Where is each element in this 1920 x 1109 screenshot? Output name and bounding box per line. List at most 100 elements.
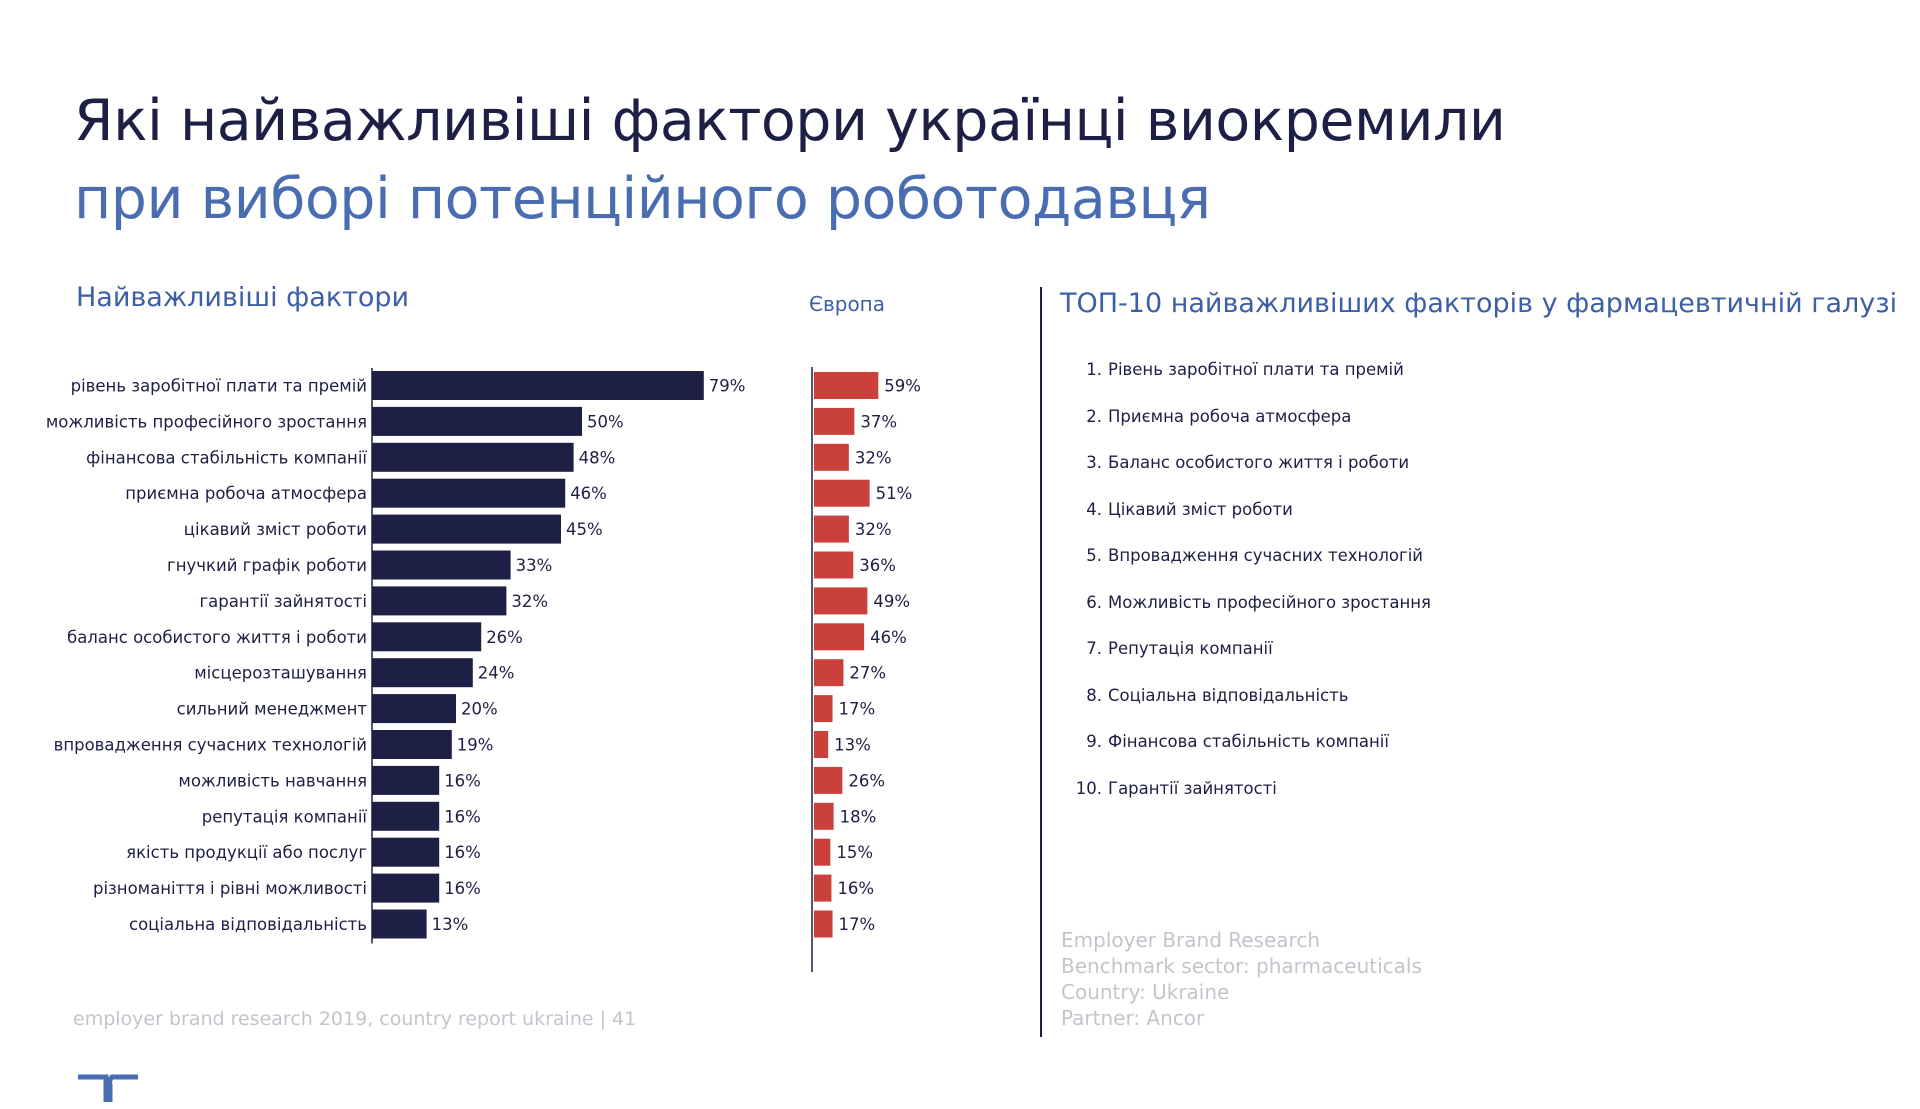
ukraine-bar bbox=[372, 586, 507, 616]
top10-text: Баланс особистого життя і роботи bbox=[1108, 453, 1410, 472]
europe-value-label: 32% bbox=[855, 520, 892, 539]
top10-item: 3. Баланс особистого життя і роботи bbox=[1074, 453, 1431, 500]
category-label: сильний менеджмент bbox=[177, 700, 368, 719]
ukraine-value-label: 32% bbox=[511, 592, 548, 611]
ukraine-bar bbox=[372, 801, 440, 831]
europe-bar bbox=[814, 802, 834, 830]
ukraine-value-label: 50% bbox=[587, 412, 624, 431]
europe-value-label: 37% bbox=[860, 412, 897, 431]
ukraine-value-label: 16% bbox=[444, 879, 481, 898]
ukraine-value-label: 33% bbox=[516, 556, 553, 575]
randstad-logo-icon bbox=[78, 1074, 138, 1102]
ukraine-value-label: 48% bbox=[579, 448, 616, 467]
top10-heading: ТОП-10 найважливіших факторів у фармацев… bbox=[1060, 288, 1898, 319]
europe-bar bbox=[814, 515, 849, 543]
ukraine-value-label: 20% bbox=[461, 700, 498, 719]
top10-text: Впровадження сучасних технологій bbox=[1108, 546, 1423, 565]
europe-heading: Європа bbox=[809, 292, 886, 316]
ukraine-value-label: 19% bbox=[457, 736, 494, 755]
ukraine-value-label: 24% bbox=[478, 664, 515, 683]
category-label: місцерозташування bbox=[194, 664, 367, 683]
meta-line-country: Country: Ukraine bbox=[1061, 980, 1230, 1004]
europe-bar bbox=[814, 407, 855, 435]
ukraine-value-label: 16% bbox=[444, 843, 481, 862]
category-label: можливість професійного зростання bbox=[46, 412, 367, 431]
top10-text: Рівень заробітної плати та премій bbox=[1108, 360, 1404, 379]
europe-value-label: 15% bbox=[836, 843, 873, 862]
europe-value-label: 16% bbox=[837, 879, 874, 898]
ukraine-bar bbox=[372, 478, 566, 508]
top10-item: 7. Репутація компанії bbox=[1074, 639, 1431, 686]
europe-bar bbox=[814, 587, 868, 615]
europe-bar bbox=[814, 551, 854, 579]
top10-rank: 7. bbox=[1086, 639, 1102, 658]
europe-value-label: 49% bbox=[873, 592, 910, 611]
top10-rank: 5. bbox=[1086, 546, 1102, 565]
ukraine-bar bbox=[372, 765, 440, 795]
europe-bar bbox=[814, 695, 833, 723]
page-title: Які найважливіші фактори українці виокре… bbox=[74, 88, 1506, 154]
category-label: цікавий зміст роботи bbox=[184, 520, 367, 539]
europe-value-label: 17% bbox=[839, 915, 876, 934]
ukraine-value-label: 79% bbox=[709, 377, 746, 396]
ukraine-bar bbox=[372, 442, 574, 472]
meta-line-partner: Partner: Ancor bbox=[1061, 1006, 1205, 1030]
category-label: фінансова стабільність компанії bbox=[86, 448, 367, 467]
ukraine-value-label: 26% bbox=[486, 628, 523, 647]
top10-item: 2. Приємна робоча атмосфера bbox=[1074, 407, 1431, 454]
europe-bar bbox=[814, 731, 829, 758]
category-label: гнучкий графік роботи bbox=[167, 556, 367, 575]
top10-item: 5. Впровадження сучасних технологій bbox=[1074, 546, 1431, 593]
ukraine-value-label: 16% bbox=[444, 807, 481, 826]
category-label: якість продукції або послуг bbox=[126, 843, 367, 862]
europe-value-label: 27% bbox=[849, 664, 886, 683]
top10-rank: 8. bbox=[1086, 685, 1102, 705]
top10-item: 10. Гарантії зайнятості bbox=[1074, 779, 1431, 826]
europe-value-label: 26% bbox=[848, 771, 885, 790]
europe-bar bbox=[814, 659, 844, 687]
category-label: різноманіття і рівні можливості bbox=[93, 879, 367, 898]
top10-item: 1. Рівень заробітної плати та премій bbox=[1074, 360, 1431, 407]
category-label: репутація компанії bbox=[202, 807, 368, 826]
category-label: баланс особистого життя і роботи bbox=[67, 628, 367, 647]
europe-bar bbox=[814, 479, 870, 507]
category-label: гарантії зайнятості bbox=[200, 592, 367, 611]
page-subtitle: при виборі потенційного роботодавця bbox=[74, 166, 1211, 232]
top10-rank: 2. bbox=[1086, 406, 1102, 426]
ukraine-bar bbox=[372, 837, 440, 867]
ukraine-bar bbox=[372, 694, 456, 724]
europe-value-label: 18% bbox=[840, 807, 877, 826]
top10-text: Приємна робоча атмосфера bbox=[1108, 406, 1352, 426]
ukraine-bar bbox=[372, 909, 427, 939]
ukraine-bar bbox=[372, 873, 440, 903]
europe-value-label: 46% bbox=[870, 628, 907, 647]
top10-rank: 6. bbox=[1086, 592, 1102, 612]
ukraine-bar bbox=[372, 730, 452, 759]
europe-value-label: 32% bbox=[855, 448, 892, 467]
category-label: рівень заробітної плати та премій bbox=[71, 377, 367, 396]
top10-text: Можливість професійного зростання bbox=[1108, 592, 1431, 612]
ukraine-value-label: 13% bbox=[432, 915, 469, 934]
ukraine-bar bbox=[372, 514, 561, 544]
europe-value-label: 51% bbox=[876, 484, 913, 503]
europe-bar bbox=[814, 766, 843, 794]
ukraine-bar bbox=[372, 658, 473, 688]
europe-value-label: 13% bbox=[834, 736, 871, 755]
ukraine-value-label: 46% bbox=[570, 484, 607, 503]
research-meta: Employer Brand Research Benchmark sector… bbox=[1061, 927, 1422, 1031]
top10-item: 4. Цікавий зміст роботи bbox=[1074, 500, 1431, 547]
top10-item: 6. Можливість професійного зростання bbox=[1074, 593, 1431, 640]
europe-bar bbox=[814, 874, 832, 902]
top10-text: Репутація компанії bbox=[1108, 639, 1273, 658]
top10-rank: 1. bbox=[1086, 360, 1102, 379]
top10-rank: 4. bbox=[1086, 499, 1102, 519]
category-label: впровадження сучасних технологій bbox=[54, 736, 367, 755]
europe-bar bbox=[814, 443, 849, 471]
top10-item: 8. Соціальна відповідальність bbox=[1074, 686, 1431, 733]
europe-value-label: 59% bbox=[884, 377, 921, 396]
top10-text: Гарантії зайнятості bbox=[1108, 778, 1277, 798]
top10-text: Соціальна відповідальність bbox=[1108, 685, 1349, 705]
ukraine-bar bbox=[372, 406, 582, 436]
top10-rank: 9. bbox=[1086, 732, 1102, 751]
top10-list: 1. Рівень заробітної плати та премій 2. При… bbox=[1074, 360, 1431, 825]
